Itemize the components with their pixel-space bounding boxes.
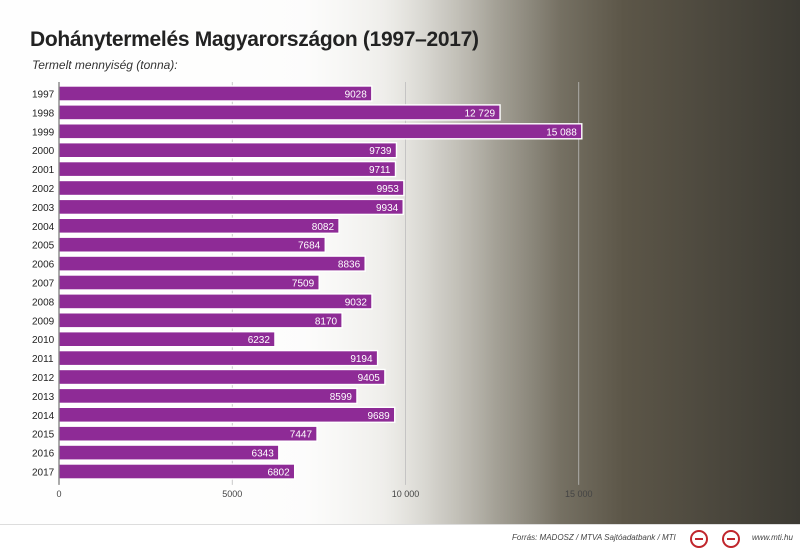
bar bbox=[58, 123, 583, 140]
value-label: 6343 bbox=[252, 449, 275, 460]
year-label: 2004 bbox=[32, 222, 55, 233]
bar bbox=[58, 349, 379, 367]
bar bbox=[58, 141, 398, 159]
site-url: www.mti.hu bbox=[752, 533, 793, 542]
bar bbox=[58, 331, 276, 348]
x-tick-label: 5000 bbox=[222, 489, 242, 499]
value-label: 12 729 bbox=[464, 108, 495, 119]
value-label: 8082 bbox=[312, 222, 335, 233]
bar bbox=[58, 179, 405, 197]
value-label: 9711 bbox=[369, 165, 391, 176]
year-label: 2012 bbox=[32, 373, 55, 384]
mtva-logo-icon bbox=[690, 530, 708, 548]
value-label: 9194 bbox=[350, 354, 373, 365]
bar bbox=[58, 274, 320, 291]
bar bbox=[58, 160, 397, 178]
year-label: 2000 bbox=[32, 146, 55, 157]
mti-logo-icon bbox=[722, 530, 740, 548]
bar bbox=[58, 255, 366, 272]
bar bbox=[58, 368, 386, 386]
year-label: 2001 bbox=[32, 165, 55, 176]
x-tick-label: 10 000 bbox=[392, 489, 420, 499]
value-label: 8836 bbox=[338, 260, 361, 271]
bar bbox=[58, 104, 501, 121]
year-label: 2010 bbox=[32, 335, 55, 346]
year-label: 2003 bbox=[32, 203, 55, 214]
value-label: 7509 bbox=[292, 279, 315, 290]
value-label: 15 088 bbox=[546, 127, 577, 138]
value-label: 6232 bbox=[248, 335, 271, 346]
bar-chart: 1997 9028 1998 12 729 1999 15 088 2000 9739 2001… bbox=[32, 82, 593, 499]
value-label: 7684 bbox=[298, 241, 321, 252]
bar bbox=[58, 444, 280, 461]
year-label: 2005 bbox=[32, 241, 55, 252]
value-label: 9689 bbox=[367, 411, 390, 422]
x-tick-label: 15 000 bbox=[565, 489, 593, 499]
source-credit: Forrás: MADOSZ / MTVA Sajtóadatbank / MT… bbox=[512, 533, 676, 542]
value-label: 6802 bbox=[267, 468, 290, 479]
year-label: 2006 bbox=[32, 260, 55, 271]
chart-subtitle: Termelt mennyiség (tonna): bbox=[32, 58, 178, 72]
value-label: 8170 bbox=[315, 316, 338, 327]
bar bbox=[58, 463, 296, 480]
bar bbox=[58, 387, 358, 405]
bar bbox=[58, 293, 373, 310]
chart-title: Dohánytermelés Magyarországon (1997–2017… bbox=[30, 28, 479, 51]
bar bbox=[58, 85, 373, 102]
x-tick-label: 0 bbox=[56, 489, 61, 499]
year-label: 1997 bbox=[32, 90, 55, 101]
year-label: 2011 bbox=[32, 354, 54, 365]
value-label: 8599 bbox=[330, 392, 353, 403]
bar bbox=[58, 425, 318, 442]
year-label: 2008 bbox=[32, 297, 55, 308]
year-label: 2007 bbox=[32, 279, 55, 290]
bar bbox=[58, 198, 404, 216]
year-label: 2015 bbox=[32, 430, 55, 441]
year-label: 2017 bbox=[32, 468, 55, 479]
bar bbox=[58, 312, 343, 329]
value-label: 9739 bbox=[369, 146, 392, 157]
value-label: 9953 bbox=[377, 184, 400, 195]
value-label: 7447 bbox=[290, 430, 313, 441]
bar bbox=[58, 406, 396, 423]
value-label: 9934 bbox=[376, 203, 399, 214]
value-label: 9032 bbox=[345, 297, 368, 308]
bar bbox=[58, 217, 340, 235]
year-label: 2002 bbox=[32, 184, 55, 195]
year-label: 2014 bbox=[32, 411, 55, 422]
value-label: 9405 bbox=[358, 373, 381, 384]
footer bbox=[0, 524, 800, 554]
value-label: 9028 bbox=[345, 90, 368, 101]
year-label: 2016 bbox=[32, 449, 55, 460]
year-label: 1999 bbox=[32, 127, 55, 138]
year-label: 2013 bbox=[32, 392, 55, 403]
year-label: 1998 bbox=[32, 108, 55, 119]
year-label: 2009 bbox=[32, 316, 55, 327]
bar bbox=[58, 236, 326, 253]
